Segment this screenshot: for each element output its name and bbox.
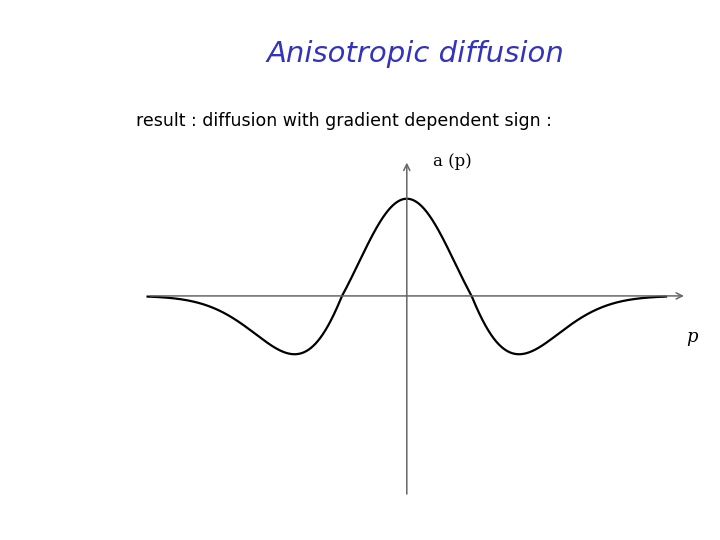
Text: result : diffusion with gradient dependent sign :: result : diffusion with gradient depende… bbox=[136, 112, 552, 131]
Text: a (p): a (p) bbox=[433, 153, 472, 170]
Text: Computer: Computer bbox=[9, 57, 102, 73]
Text: Anisotropic diffusion: Anisotropic diffusion bbox=[267, 40, 564, 68]
Text: p: p bbox=[686, 328, 698, 346]
Text: Vision: Vision bbox=[27, 84, 85, 100]
